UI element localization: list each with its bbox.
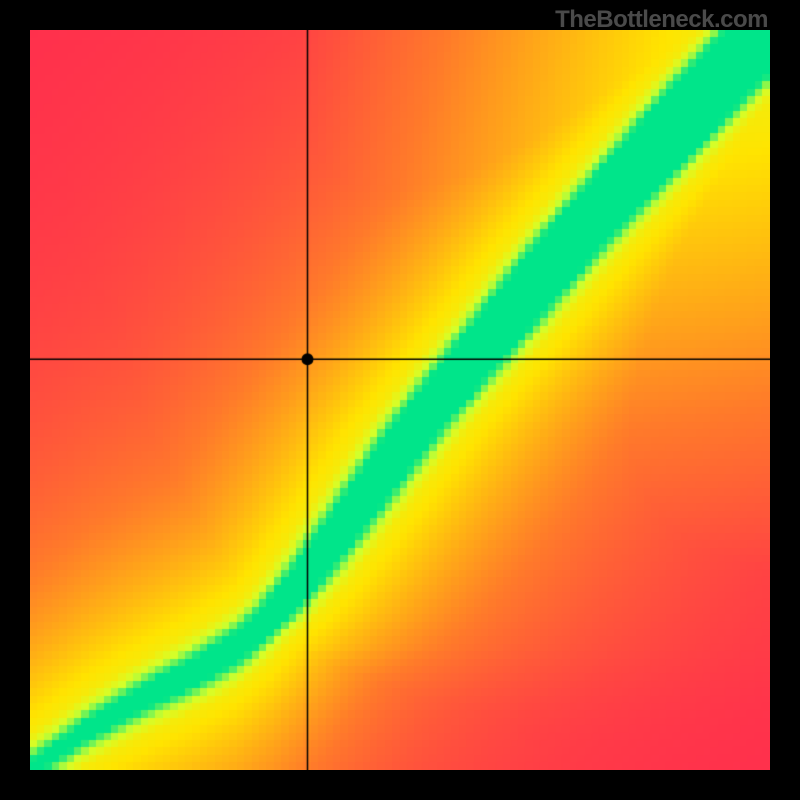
watermark-text: TheBottleneck.com (555, 6, 768, 34)
heatmap-canvas (30, 30, 770, 770)
heatmap-plot (30, 30, 770, 770)
